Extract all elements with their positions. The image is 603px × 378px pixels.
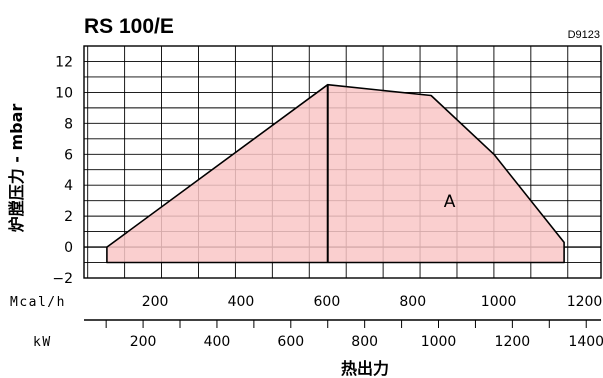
kw-tick-label: 400 (204, 334, 231, 350)
y-tick-label: 10 (55, 85, 73, 101)
chart-code: D9123 (568, 29, 600, 41)
region-label: A (444, 192, 456, 212)
kw-axis-unit: kW (33, 335, 52, 350)
mcal-tick-label: 800 (399, 294, 426, 310)
plot-frame (83, 45, 602, 279)
kw-tick-label: 800 (351, 334, 378, 350)
y-tick-labels: −2 0 2 4 6 8 10 12 (52, 54, 73, 287)
y-tick-label: 6 (64, 147, 73, 163)
y-tick-label: 8 (64, 116, 73, 132)
y-axis-title: 炉膛压力 - mbar (7, 104, 26, 233)
mcal-axis: 200 400 600 800 1000 1200 (142, 294, 603, 310)
kw-tick-label: 600 (277, 334, 304, 350)
y-tick-label: 4 (64, 178, 73, 194)
x-axis-title: 热出力 (341, 359, 389, 378)
mcal-tick-label: 400 (228, 294, 255, 310)
kw-axis: 200 400 600 800 1000 1200 1400 (84, 319, 603, 350)
y-tick-label: −2 (52, 271, 73, 287)
mcal-axis-unit: Mcal/h (10, 295, 66, 310)
mcal-tick-label: 1200 (567, 294, 603, 310)
kw-tick-label: 1400 (568, 334, 603, 350)
kw-tick-label: 200 (130, 334, 157, 350)
y-tick-label: 12 (55, 54, 73, 70)
y-tick-label: 0 (64, 240, 73, 256)
kw-tick-label: 1200 (495, 334, 531, 350)
y-tick-label: 2 (64, 209, 73, 225)
mcal-tick-label: 600 (314, 294, 341, 310)
operating-region (106, 83, 565, 264)
kw-tick-label: 1000 (421, 334, 457, 350)
mcal-tick-label: 1000 (481, 294, 517, 310)
chart-title: RS 100/E (84, 15, 174, 38)
mcal-tick-label: 200 (142, 294, 169, 310)
